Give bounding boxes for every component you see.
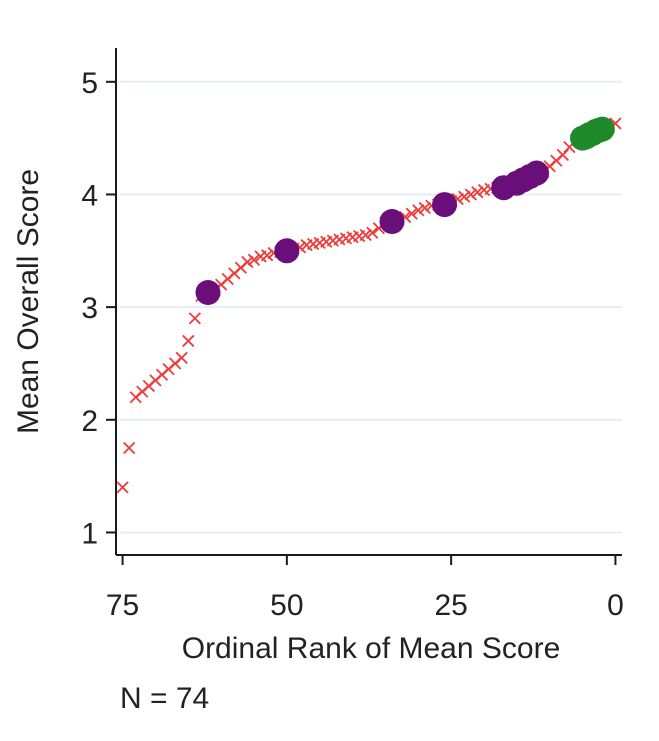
x-tick-label: 0 — [607, 589, 624, 622]
x-marker-stroke — [261, 249, 274, 262]
x-marker — [366, 226, 379, 239]
x-marker-stroke — [412, 204, 425, 217]
x-marker — [405, 207, 418, 220]
x-marker — [458, 190, 471, 203]
x-marker-stroke — [241, 255, 254, 269]
x-marker — [188, 312, 201, 325]
sample-size-note: N = 74 — [120, 682, 210, 715]
x-tick-label: 25 — [434, 589, 467, 622]
circle-marker — [589, 116, 615, 142]
x-axis-title: Ordinal Rank of Mean Score — [182, 632, 561, 665]
x-marker-stroke — [247, 253, 261, 266]
x-marker — [471, 186, 484, 199]
x-marker — [464, 188, 477, 201]
x-marker — [418, 201, 431, 215]
x-marker — [123, 441, 136, 455]
x-marker-stroke — [123, 441, 136, 455]
x-marker-stroke — [458, 190, 471, 203]
tick-marks: 1 2 3 4 5 75 50 25 0 — [81, 67, 623, 622]
x-marker — [412, 204, 425, 217]
y-axis-title: Mean Overall Score — [12, 169, 45, 434]
x-marker — [247, 253, 261, 266]
x-marker — [359, 228, 372, 242]
x-marker-stroke — [405, 207, 418, 220]
x-tick-label: 50 — [270, 589, 303, 622]
x-marker — [116, 481, 129, 494]
y-tick-label: 4 — [81, 179, 98, 212]
y-tick-label: 1 — [81, 517, 98, 550]
circle-marker — [274, 238, 300, 264]
x-marker-stroke — [359, 228, 372, 242]
x-marker-stroke — [188, 312, 201, 325]
circle-marker — [379, 209, 405, 235]
grid-lines — [120, 80, 622, 534]
x-marker-stroke — [418, 201, 431, 215]
x-marker-stroke — [175, 351, 188, 364]
y-tick-label: 3 — [81, 292, 98, 325]
x-marker-stroke — [366, 226, 379, 239]
circle-marker — [524, 160, 550, 186]
x-tick-label: 75 — [106, 589, 139, 622]
y-tick-label: 5 — [81, 67, 98, 100]
x-marker-stroke — [116, 481, 129, 494]
data-marks — [116, 116, 622, 494]
x-marker-stroke — [464, 188, 477, 201]
x-marker-stroke — [471, 186, 484, 199]
x-marker — [261, 249, 274, 262]
circle-marker — [195, 279, 221, 305]
circle-marker — [432, 192, 458, 218]
x-marker — [241, 255, 254, 269]
x-marker-stroke — [556, 148, 569, 162]
x-marker — [175, 351, 188, 364]
y-tick-label: 2 — [81, 405, 98, 438]
x-marker — [182, 334, 195, 348]
x-marker — [556, 148, 569, 162]
x-marker-stroke — [182, 334, 195, 348]
axes — [115, 48, 622, 556]
